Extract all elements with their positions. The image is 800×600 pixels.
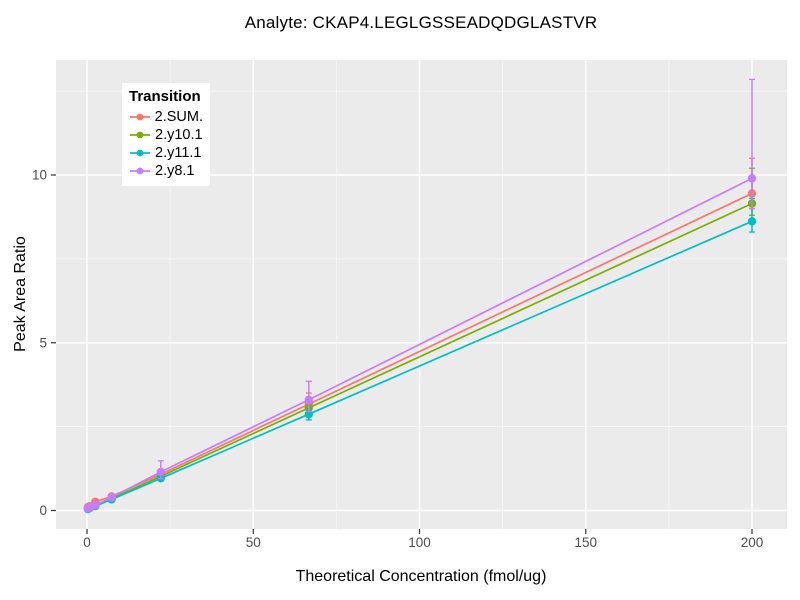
data-point: [156, 467, 166, 477]
legend-items: 2.SUM. 2.y10.1 2.y11.1 2.y8.1: [129, 108, 203, 180]
x-axis-title: Theoretical Concentration (fmol/ug): [295, 568, 547, 585]
legend-item-label: 2.y8.1: [155, 163, 195, 179]
legend-item-2.y11.1: 2.y11.1: [129, 144, 203, 162]
data-point: [747, 174, 757, 183]
y-tick-label: 10: [32, 168, 47, 183]
legend-item-2.y10.1: 2.y10.1: [129, 126, 203, 144]
legend-key-icon: [130, 149, 150, 157]
x-tick-label: 0: [83, 535, 91, 550]
x-tick-label: 150: [574, 535, 597, 550]
y-tick-label: 0: [39, 503, 47, 518]
data-point: [747, 217, 757, 226]
legend-item-label: 2.y10.1: [155, 127, 203, 143]
legend: Transition 2.SUM. 2.y10.1 2.y11.1 2.y8.1: [122, 83, 210, 186]
legend-title: Transition: [129, 88, 201, 105]
legend-item-2.y8.1: 2.y8.1: [129, 162, 203, 180]
x-tick-label: 50: [246, 535, 261, 550]
legend-key-icon: [130, 167, 150, 175]
legend-key-icon: [130, 131, 150, 139]
x-tick-label: 100: [408, 535, 431, 550]
legend-key-icon: [130, 113, 150, 121]
legend-item-label: 2.SUM.: [154, 109, 203, 125]
data-point: [304, 395, 313, 404]
x-tick-label: 200: [741, 535, 764, 550]
y-tick-label: 5: [39, 335, 47, 350]
chart-title: Analyte: CKAP4.LEGLGSSEADQDGLASTVR: [244, 13, 598, 32]
data-point: [91, 500, 100, 510]
legend-item-label: 2.y11.1: [155, 145, 202, 161]
legend-item-2.SUM.: 2.SUM.: [129, 108, 203, 126]
data-point: [107, 493, 116, 502]
